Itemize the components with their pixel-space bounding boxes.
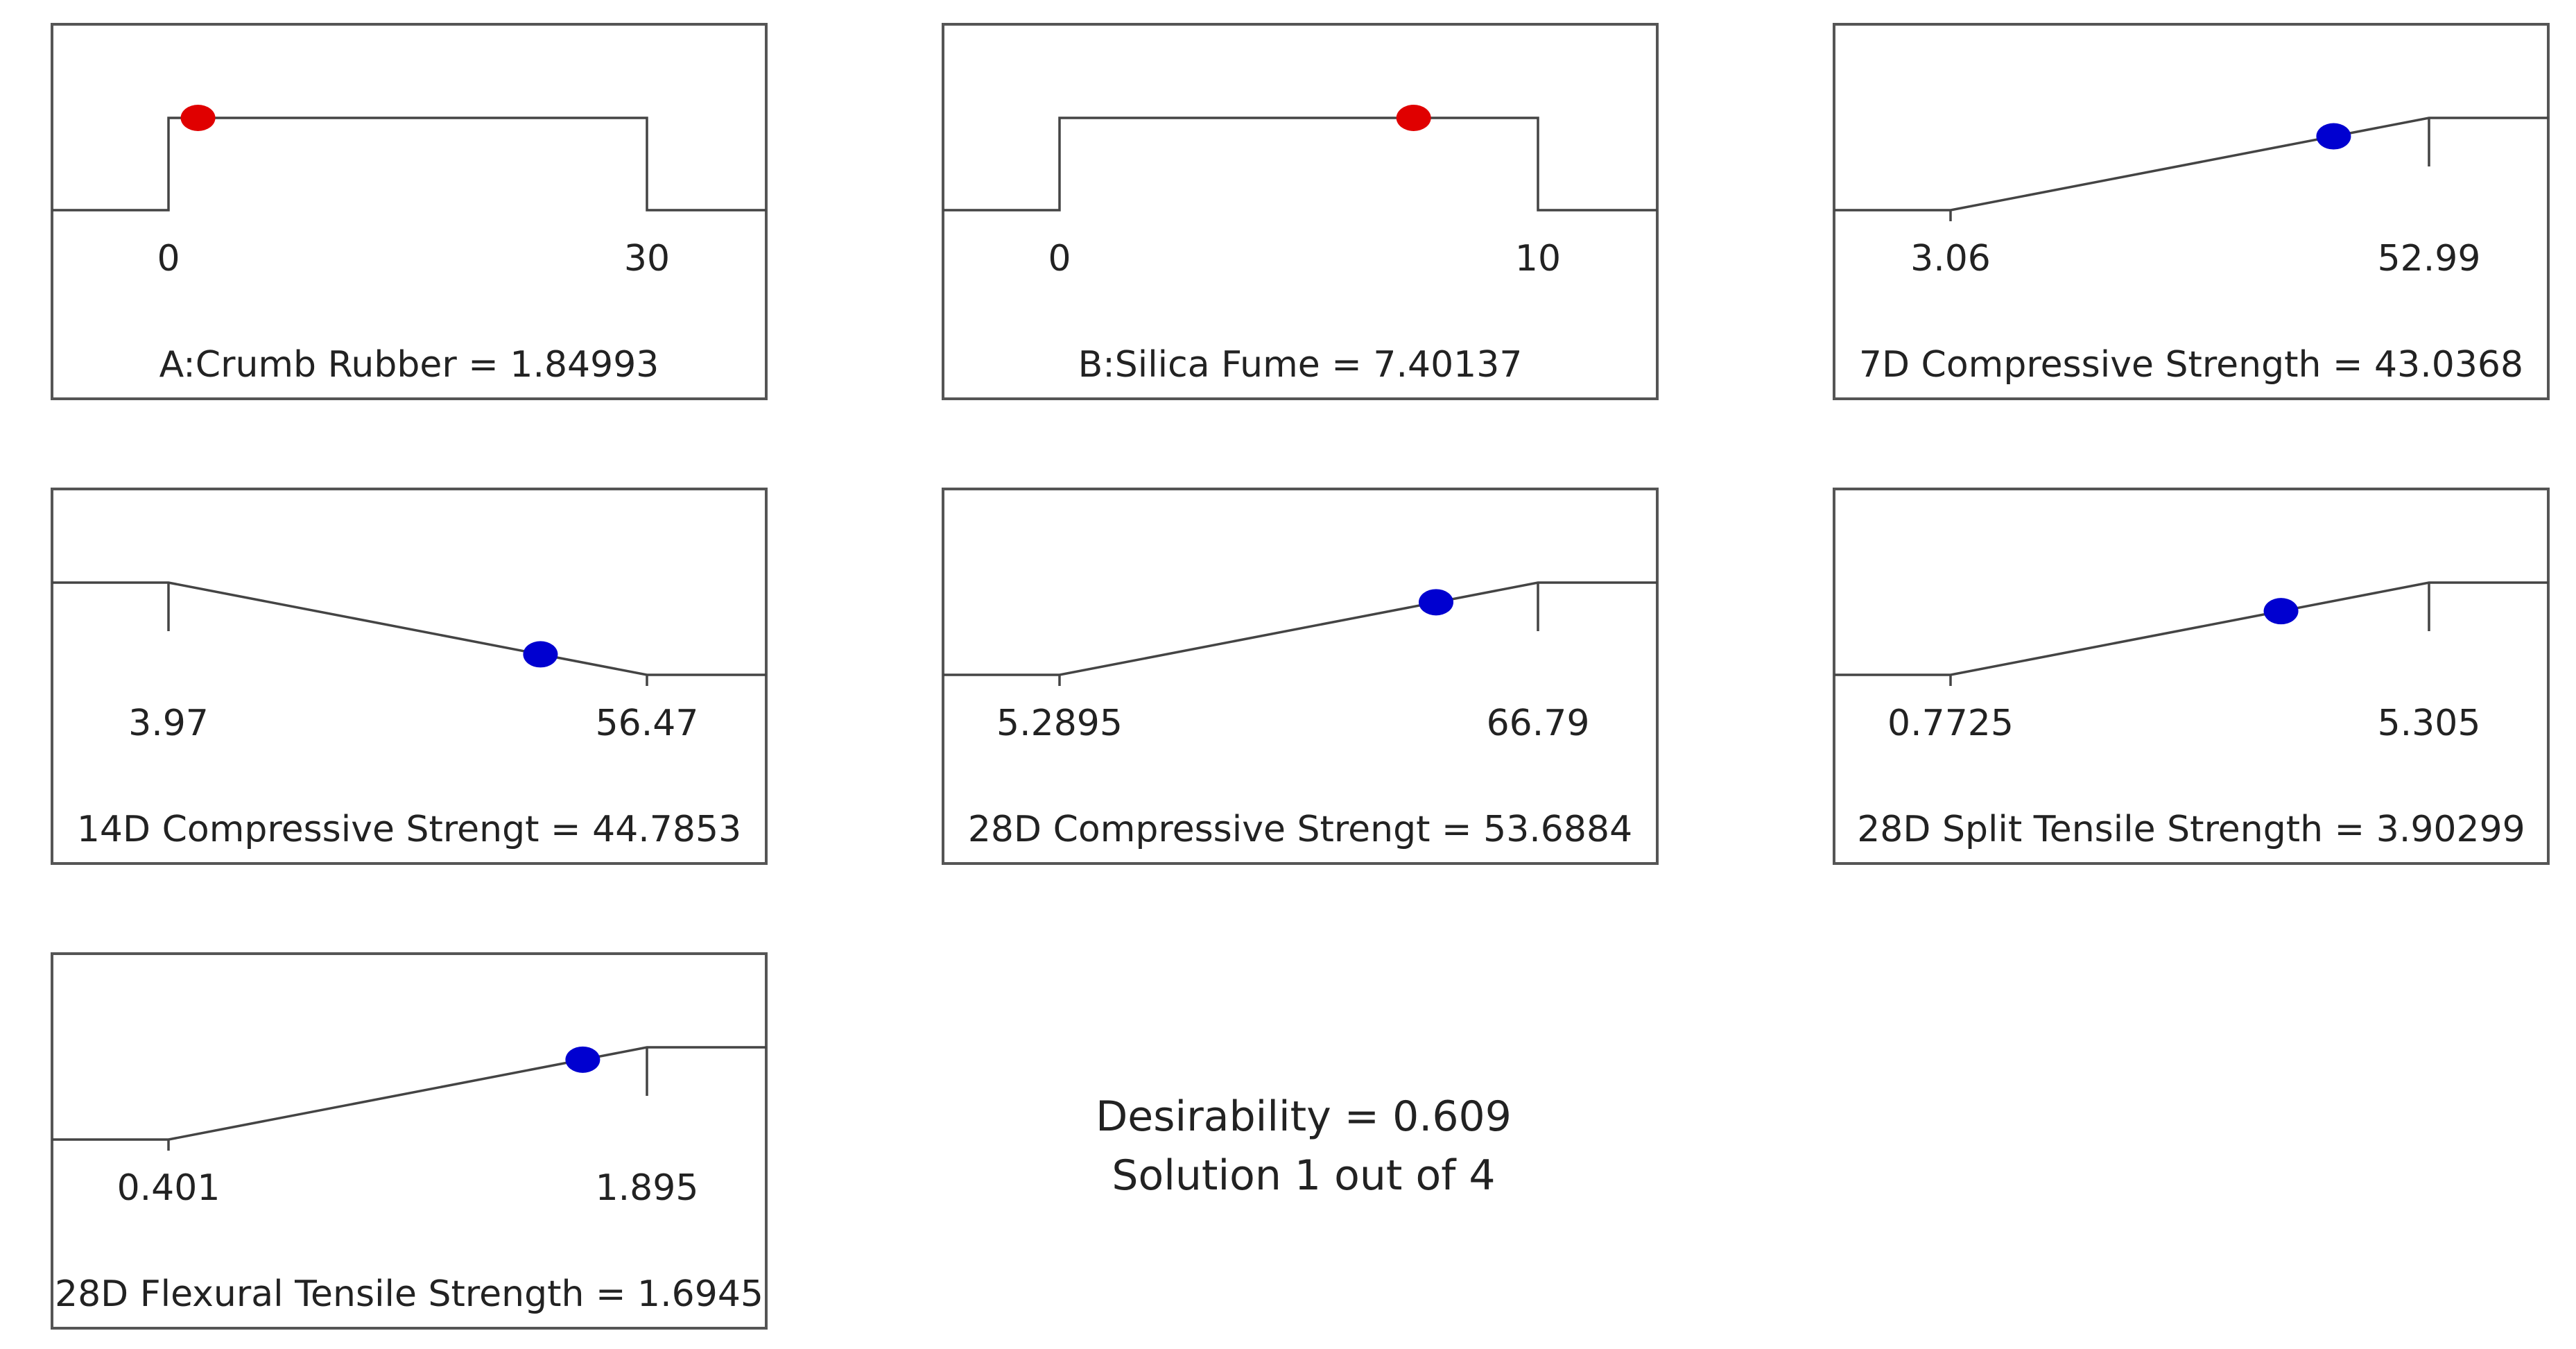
desirability-curve [943, 117, 1657, 212]
low-limit-label: 0 [1048, 238, 1071, 280]
current-value-point [565, 1046, 600, 1073]
low-limit-label: 3.97 [128, 703, 209, 744]
desirability-text: Desirability = 0.609 [1096, 1092, 1512, 1141]
ramp-panel-1: 0 30 A:Crumb Rubber = 1.84993 [51, 23, 768, 400]
high-limit-label: 66.79 [1487, 703, 1590, 744]
low-limit-label: 3.06 [1910, 238, 1991, 280]
high-limit-label: 10 [1515, 238, 1561, 280]
panel-frame [942, 23, 1659, 400]
panel-caption: A:Crumb Rubber = 1.84993 [159, 344, 659, 386]
current-value-point [1419, 589, 1454, 616]
high-limit-label: 56.47 [596, 703, 699, 744]
current-value-point [180, 105, 216, 131]
panel-frame [942, 488, 1659, 865]
low-limit-label: 0.401 [117, 1167, 221, 1209]
panel-caption: 28D Compressive Strengt = 53.6884 [968, 809, 1632, 850]
high-limit-label: 30 [624, 238, 670, 280]
panel-caption: B:Silica Fume = 7.40137 [1078, 344, 1523, 386]
low-limit-label: 0 [157, 238, 180, 280]
ramp-panel-2: 0 10 B:Silica Fume = 7.40137 [942, 23, 1659, 400]
solution-text: Solution 1 out of 4 [1112, 1151, 1495, 1200]
ramp-panel-3: 3.06 52.99 7D Compressive Strength = 43.03… [1833, 23, 2550, 400]
panel-frame [51, 23, 768, 400]
desirability-curve [1834, 117, 2548, 212]
high-limit-label: 5.305 [2378, 703, 2481, 744]
panel-caption: 7D Compressive Strength = 43.0368 [1859, 344, 2523, 386]
current-value-point [523, 641, 558, 668]
desirability-curve [52, 1046, 766, 1141]
desirability-curve [1834, 581, 2548, 676]
current-value-point [2263, 598, 2299, 625]
panel-frame [1833, 488, 2550, 865]
panel-caption: 28D Flexural Tensile Strength = 1.6945 [55, 1273, 763, 1315]
high-limit-label: 52.99 [2378, 238, 2481, 280]
desirability-curve [52, 117, 766, 212]
panel-frame [51, 952, 768, 1330]
current-value-point [2316, 123, 2351, 150]
panel-caption: 14D Compressive Strengt = 44.7853 [77, 809, 741, 850]
low-limit-label: 5.2895 [996, 703, 1123, 744]
panel-frame [1833, 23, 2550, 400]
low-limit-label: 0.7725 [1887, 703, 2014, 744]
panel-caption: 28D Split Tensile Strength = 3.90299 [1857, 809, 2525, 850]
ramp-panel-7: 0.401 1.895 28D Flexural Tensile Strength … [51, 952, 768, 1330]
current-value-point [1396, 105, 1431, 131]
desirability-curve [943, 581, 1657, 676]
ramp-panel-5: 5.2895 66.79 28D Compressive Strengt = 53.… [942, 488, 1659, 865]
desirability-curve [52, 581, 766, 676]
ramp-panel-4: 3.97 56.47 14D Compressive Strengt = 44.78… [51, 488, 768, 865]
panel-frame [51, 488, 768, 865]
ramp-panel-6: 0.7725 5.305 28D Split Tensile Strength = … [1833, 488, 2550, 865]
high-limit-label: 1.895 [596, 1167, 699, 1209]
